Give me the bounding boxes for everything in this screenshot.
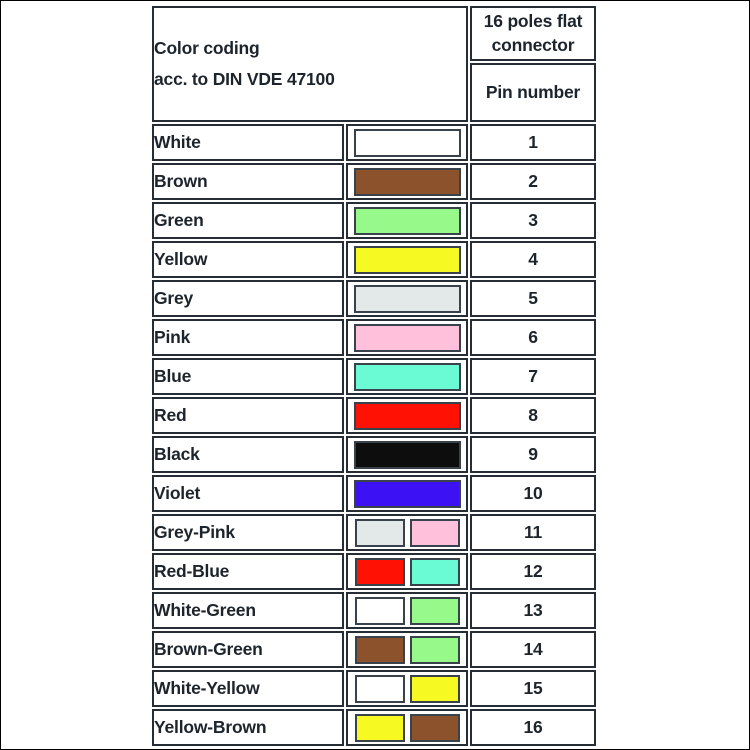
color-swatch [409, 713, 460, 742]
pin-number: 7 [470, 358, 596, 395]
color-swatch [353, 167, 461, 196]
pin-number: 9 [470, 436, 596, 473]
color-swatch-cell [346, 709, 468, 746]
table-row: Brown 2 [152, 163, 596, 200]
table-row: Red 8 [152, 397, 596, 434]
pin-number: 4 [470, 241, 596, 278]
table-row: Green 3 [152, 202, 596, 239]
color-swatch-cell [346, 397, 468, 434]
color-swatch-cell [346, 631, 468, 668]
pin-number: 8 [470, 397, 596, 434]
pin-number: 10 [470, 475, 596, 512]
table-row: Blue 7 [152, 358, 596, 395]
color-swatch-cell [346, 358, 468, 395]
color-swatch [409, 635, 460, 664]
color-coding-table: Color coding acc. to DIN VDE 47100 16 po… [150, 4, 598, 748]
color-swatch-cell [346, 436, 468, 473]
header-row-2: Pin number [152, 62, 596, 122]
color-name: Pink [152, 319, 344, 356]
color-swatch-cell [346, 514, 468, 551]
color-swatch-cell [346, 592, 468, 629]
color-swatch [353, 128, 461, 157]
color-name: Brown [152, 163, 344, 200]
table-row: White-Yellow 15 [152, 670, 596, 707]
pin-number: 3 [470, 202, 596, 239]
color-swatch-cell [346, 319, 468, 356]
color-swatch [409, 674, 460, 703]
pin-number: 5 [470, 280, 596, 317]
color-swatch [353, 323, 461, 352]
color-name: Red [152, 397, 344, 434]
pin-number: 16 [470, 709, 596, 746]
pin-number: 1 [470, 124, 596, 161]
table-row: White-Green 13 [152, 592, 596, 629]
color-swatch [353, 284, 461, 313]
color-name: Blue [152, 358, 344, 395]
connector-header: 16 poles flat connector [470, 6, 596, 61]
table-row: Red-Blue 12 [152, 553, 596, 590]
color-name: Brown-Green [152, 631, 344, 668]
color-name: Black [152, 436, 344, 473]
color-swatch [409, 596, 460, 625]
color-swatch-cell [346, 163, 468, 200]
pin-number: 13 [470, 592, 596, 629]
color-name: White-Yellow [152, 670, 344, 707]
color-swatch [354, 518, 405, 547]
header-row-1: Color coding acc. to DIN VDE 47100 16 po… [152, 6, 596, 122]
color-swatch [353, 440, 461, 469]
color-name: Red-Blue [152, 553, 344, 590]
table-row: Brown-Green 14 [152, 631, 596, 668]
table-row: Grey 5 [152, 280, 596, 317]
color-swatch-cell [346, 241, 468, 278]
color-swatch [353, 206, 461, 235]
color-swatch [354, 713, 405, 742]
color-name: White-Green [152, 592, 344, 629]
table-row: Yellow 4 [152, 241, 596, 278]
color-name: Grey [152, 280, 344, 317]
color-name: Grey-Pink [152, 514, 344, 551]
table-row: Pink 6 [152, 319, 596, 356]
color-swatch-cell [346, 202, 468, 239]
color-swatch [354, 596, 405, 625]
pin-number: 2 [470, 163, 596, 200]
pin-number: 6 [470, 319, 596, 356]
table-title-line1: Color coding [154, 38, 260, 58]
color-swatch [353, 401, 461, 430]
pin-number: 15 [470, 670, 596, 707]
color-swatch [409, 557, 460, 586]
color-swatch [409, 518, 460, 547]
color-swatch [353, 362, 461, 391]
table-row: Black 9 [152, 436, 596, 473]
color-name: Green [152, 202, 344, 239]
color-swatch [354, 557, 405, 586]
color-name: Yellow-Brown [152, 709, 344, 746]
table-row: Violet 10 [152, 475, 596, 512]
table-row: Yellow-Brown 16 [152, 709, 596, 746]
table-title-line2: acc. to DIN VDE 47100 [154, 69, 335, 89]
color-swatch [354, 674, 405, 703]
color-swatch-cell [346, 124, 468, 161]
color-swatch [353, 479, 461, 508]
pin-number: 14 [470, 631, 596, 668]
color-swatch-cell [346, 280, 468, 317]
table-body: Color coding acc. to DIN VDE 47100 16 po… [152, 6, 596, 746]
pin-number: 11 [470, 514, 596, 551]
color-swatch [354, 635, 405, 664]
table-row: Grey-Pink 11 [152, 514, 596, 551]
color-swatch [353, 245, 461, 274]
color-swatch-cell [346, 670, 468, 707]
pin-number-header: Pin number [470, 62, 596, 122]
color-name: Yellow [152, 241, 344, 278]
color-name: Violet [152, 475, 344, 512]
color-swatch-cell [346, 553, 468, 590]
table-title: Color coding acc. to DIN VDE 47100 [152, 6, 468, 122]
table-row: White 1 [152, 124, 596, 161]
color-name: White [152, 124, 344, 161]
color-coding-table-wrap: Color coding acc. to DIN VDE 47100 16 po… [150, 4, 598, 748]
pin-number: 12 [470, 553, 596, 590]
color-swatch-cell [346, 475, 468, 512]
